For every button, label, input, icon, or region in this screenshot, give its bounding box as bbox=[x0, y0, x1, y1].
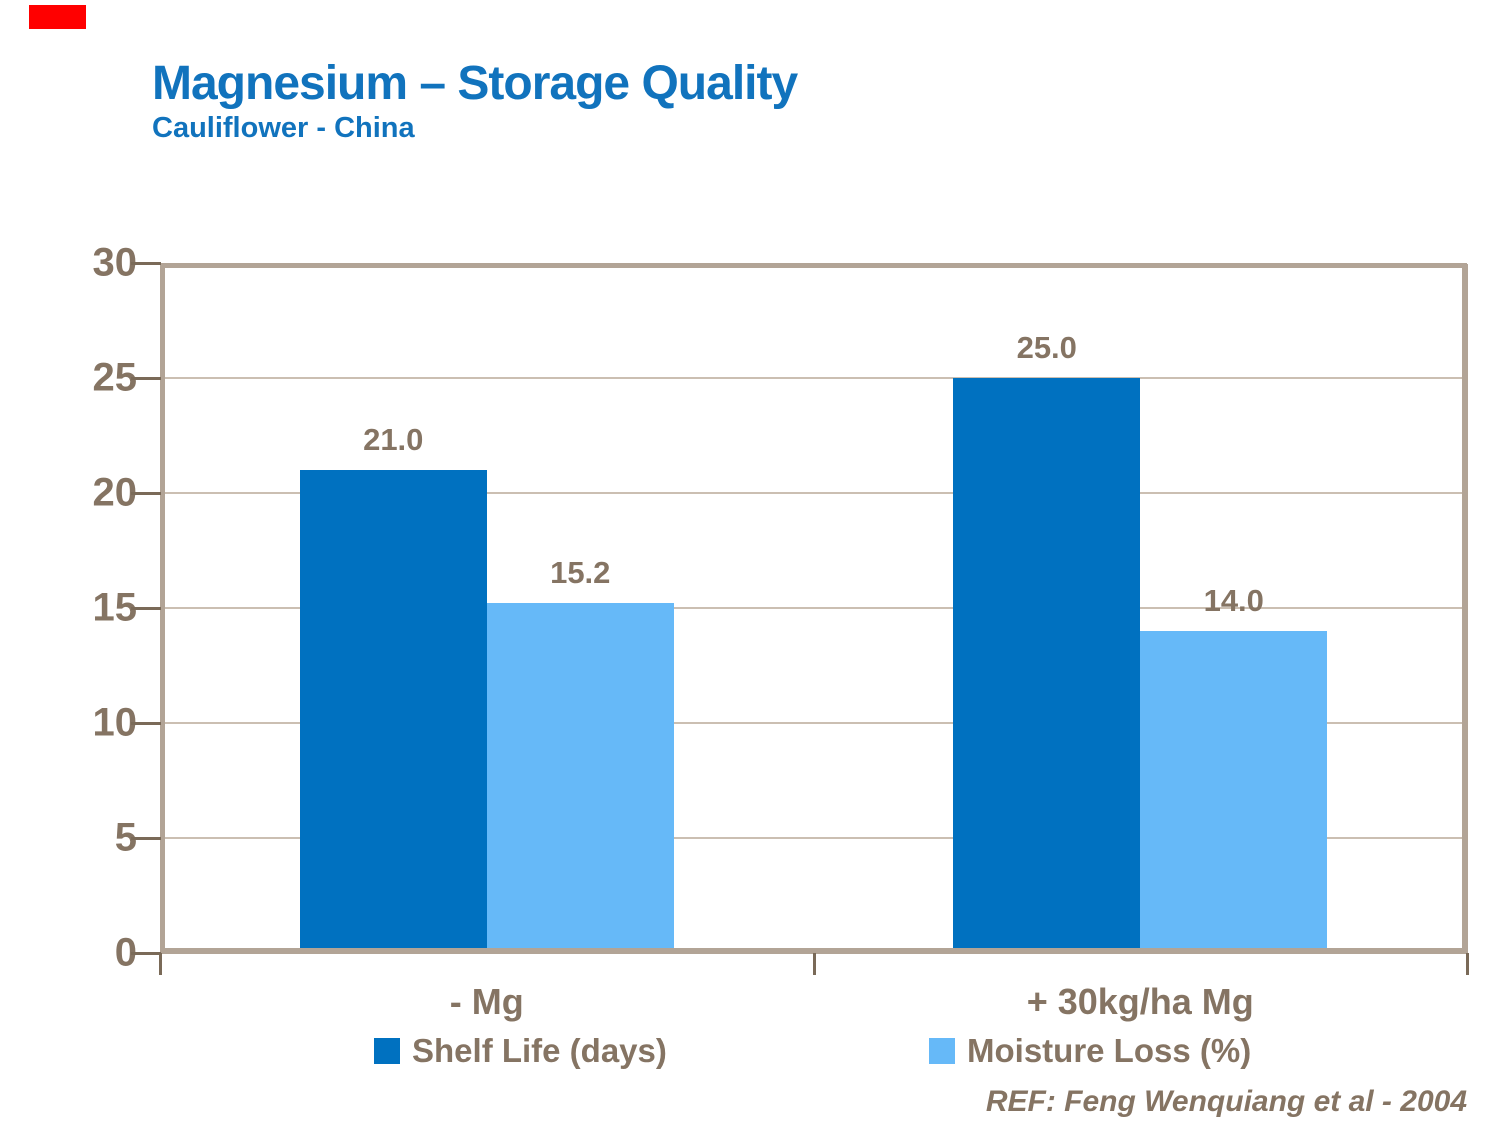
bar-moisture-loss bbox=[1140, 631, 1328, 948]
y-tick-label: 20 bbox=[92, 470, 138, 515]
gridline bbox=[165, 492, 1462, 494]
bar-shelf-life bbox=[953, 378, 1141, 948]
gridline bbox=[165, 837, 1462, 839]
category-label: + 30kg/ha Mg bbox=[1026, 981, 1254, 1022]
legend-label: Shelf Life (days) bbox=[412, 1032, 667, 1069]
gridline bbox=[165, 607, 1462, 609]
bar-moisture-loss bbox=[486, 603, 674, 948]
x-tick-mark bbox=[812, 953, 816, 975]
y-tick-label: 30 bbox=[92, 240, 138, 285]
chart-subtitle: Cauliflower - China bbox=[152, 112, 415, 144]
bar-shelf-life bbox=[299, 470, 487, 948]
x-tick-mark bbox=[159, 953, 162, 975]
red-flag-decoration bbox=[29, 5, 86, 29]
bar-value-label: 25.0 bbox=[1016, 330, 1077, 365]
legend-swatch-icon bbox=[374, 1038, 400, 1064]
y-tick-label: 15 bbox=[92, 585, 138, 630]
reference-text: REF: Feng Wenquiang et al - 2004 bbox=[985, 1085, 1467, 1118]
legend-swatch-icon bbox=[929, 1038, 955, 1064]
y-tick-label: 10 bbox=[92, 700, 138, 745]
legend-item: Shelf Life (days) bbox=[374, 1032, 667, 1070]
x-tick-mark bbox=[1466, 953, 1469, 975]
category-label: - Mg bbox=[449, 981, 524, 1022]
y-tick-mark bbox=[131, 722, 161, 725]
plot-area bbox=[160, 263, 1467, 953]
bar-value-label: 15.2 bbox=[550, 555, 611, 591]
bar-value-label: 14.0 bbox=[1203, 583, 1264, 618]
y-tick-mark bbox=[131, 492, 161, 495]
y-tick-mark bbox=[131, 607, 161, 610]
bar-value-label: 21.0 bbox=[363, 422, 424, 457]
gridline bbox=[165, 377, 1462, 379]
y-tick-label: 25 bbox=[92, 355, 138, 400]
legend-label: Moisture Loss (%) bbox=[967, 1032, 1252, 1069]
legend-item: Moisture Loss (%) bbox=[929, 1032, 1251, 1070]
gridline bbox=[165, 722, 1462, 724]
y-tick-mark bbox=[131, 377, 161, 380]
y-tick-label: 5 bbox=[114, 815, 137, 860]
y-tick-mark bbox=[131, 262, 161, 265]
y-tick-label: 0 bbox=[114, 930, 137, 975]
y-tick-mark bbox=[131, 952, 161, 955]
y-tick-mark bbox=[131, 837, 161, 840]
chart-title: Magnesium – Storage Quality bbox=[152, 57, 798, 110]
